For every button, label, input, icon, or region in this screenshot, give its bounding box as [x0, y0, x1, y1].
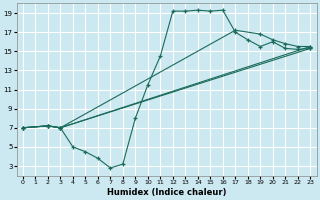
X-axis label: Humidex (Indice chaleur): Humidex (Indice chaleur) [107, 188, 226, 197]
